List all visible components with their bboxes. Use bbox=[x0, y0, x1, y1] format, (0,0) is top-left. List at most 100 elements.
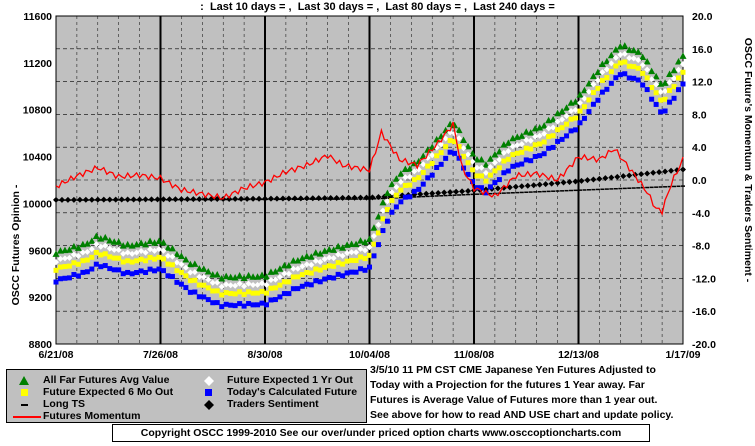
traders-sentiment-point bbox=[435, 189, 442, 196]
far-futures-point bbox=[666, 70, 674, 78]
todays-future-point bbox=[326, 275, 332, 281]
chart-description: 3/5/10 11 PM CST CME Japanese Yen Future… bbox=[370, 363, 755, 423]
expected-1yr-point bbox=[442, 135, 449, 142]
traders-sentiment-point bbox=[363, 194, 370, 201]
expected-1yr-point bbox=[514, 142, 521, 149]
far-futures-point bbox=[92, 232, 100, 240]
expected-6mo-point bbox=[196, 282, 202, 288]
expected-6mo-point bbox=[411, 177, 417, 183]
expected-1yr-point bbox=[124, 249, 131, 256]
expected-6mo-point bbox=[407, 182, 413, 188]
far-futures-point bbox=[379, 198, 387, 206]
expected-1yr-point bbox=[491, 159, 498, 166]
far-futures-point bbox=[576, 91, 584, 98]
expected-1yr-point bbox=[523, 137, 530, 144]
expected-6mo-point bbox=[255, 290, 261, 296]
expected-1yr-point bbox=[581, 95, 588, 102]
legend-item-6mo: Future Expected 6 Mo Out bbox=[13, 386, 173, 398]
far-futures-point bbox=[334, 242, 342, 250]
todays-future-point bbox=[313, 278, 319, 284]
axis-labels: 6/21/08 7/26/08 8/30/08 10/04/08 11/08/08 12/… bbox=[23, 11, 716, 361]
long-ts-mark bbox=[609, 188, 614, 190]
far-futures-point bbox=[339, 244, 347, 251]
traders-sentiment-point bbox=[64, 196, 71, 203]
traders-sentiment-point bbox=[453, 188, 460, 195]
traders-sentiment-point bbox=[566, 178, 573, 185]
todays-future-point bbox=[581, 115, 587, 121]
expected-1yr-point bbox=[133, 249, 140, 256]
far-futures-point bbox=[298, 254, 306, 262]
expected-1yr-point bbox=[384, 198, 391, 205]
todays-future-point bbox=[398, 199, 404, 205]
expected-6mo-point bbox=[66, 263, 72, 269]
expected-1yr-point bbox=[173, 259, 180, 266]
traders-sentiment-point bbox=[244, 195, 251, 202]
traders-sentiment-point bbox=[345, 194, 352, 201]
expected-6mo-point bbox=[631, 64, 637, 70]
far-futures-point bbox=[200, 265, 208, 272]
todays-future-point bbox=[53, 279, 59, 285]
far-futures-point bbox=[643, 57, 651, 65]
expected-1yr-point bbox=[276, 273, 283, 280]
long-ts-mark bbox=[519, 191, 524, 194]
expected-1yr-point bbox=[267, 277, 274, 284]
todays-future-point bbox=[71, 272, 77, 278]
todays-future-point bbox=[653, 101, 659, 107]
traders-sentiment-point bbox=[232, 195, 239, 202]
far-futures-point bbox=[630, 46, 638, 54]
expected-6mo-point bbox=[143, 258, 149, 264]
expected-6mo-point bbox=[590, 90, 596, 96]
expected-1yr-point bbox=[254, 281, 261, 288]
long-ts-mark bbox=[134, 199, 139, 201]
far-futures-point bbox=[563, 104, 571, 111]
description-line: 3/5/10 11 PM CST CME Japanese Yen Future… bbox=[370, 364, 656, 376]
expected-6mo-point bbox=[644, 75, 650, 81]
expected-6mo-point bbox=[523, 145, 529, 151]
long-ts-mark bbox=[466, 193, 471, 196]
expected-6mo-point bbox=[402, 182, 408, 188]
traders-sentiment-point bbox=[536, 181, 543, 188]
expected-1yr-point bbox=[142, 249, 149, 256]
far-futures-point bbox=[101, 233, 109, 241]
expected-6mo-point bbox=[111, 255, 117, 261]
traders-sentiment-point bbox=[662, 168, 669, 175]
expected-1yr-point bbox=[344, 250, 351, 257]
expected-6mo-point bbox=[340, 261, 346, 267]
expected-1yr-point bbox=[93, 241, 100, 248]
far-futures-point bbox=[204, 267, 212, 275]
traders-sentiment-point bbox=[614, 173, 621, 180]
expected-6mo-point bbox=[295, 274, 301, 280]
expected-6mo-point bbox=[286, 279, 292, 285]
expected-6mo-point bbox=[393, 192, 399, 198]
expected-6mo-point bbox=[380, 216, 386, 222]
y-right-tick-label: 4.0 bbox=[692, 142, 707, 154]
far-futures-point bbox=[83, 240, 91, 247]
expected-6mo-point bbox=[375, 230, 381, 236]
far-futures-point bbox=[142, 240, 150, 248]
expected-1yr-point bbox=[259, 280, 266, 287]
traders-sentiment-point bbox=[321, 195, 328, 202]
todays-future-point bbox=[635, 77, 641, 83]
expected-1yr-point bbox=[541, 130, 548, 137]
todays-future-point bbox=[62, 275, 68, 281]
traders-sentiment-point bbox=[339, 194, 346, 201]
long-ts-mark bbox=[560, 190, 565, 192]
expected-6mo-point bbox=[335, 260, 341, 266]
y-right-tick-label: 20.0 bbox=[692, 11, 713, 23]
expected-1yr-point bbox=[227, 282, 234, 289]
far-futures-point bbox=[146, 237, 154, 245]
todays-future-point bbox=[192, 289, 198, 295]
series-layer bbox=[52, 42, 687, 310]
far-futures-point bbox=[249, 273, 257, 280]
long-ts-mark bbox=[242, 198, 247, 201]
far-futures-point bbox=[634, 48, 642, 55]
traders-sentiment-point bbox=[226, 195, 233, 202]
traders-sentiment-point bbox=[638, 171, 645, 178]
expected-6mo-point bbox=[434, 153, 440, 159]
long-ts-mark bbox=[546, 190, 551, 193]
far-futures-point bbox=[500, 141, 508, 148]
far-futures-point bbox=[271, 267, 279, 275]
expected-6mo-point bbox=[353, 258, 359, 264]
traders-sentiment-point bbox=[560, 179, 567, 186]
todays-future-point bbox=[595, 97, 601, 103]
